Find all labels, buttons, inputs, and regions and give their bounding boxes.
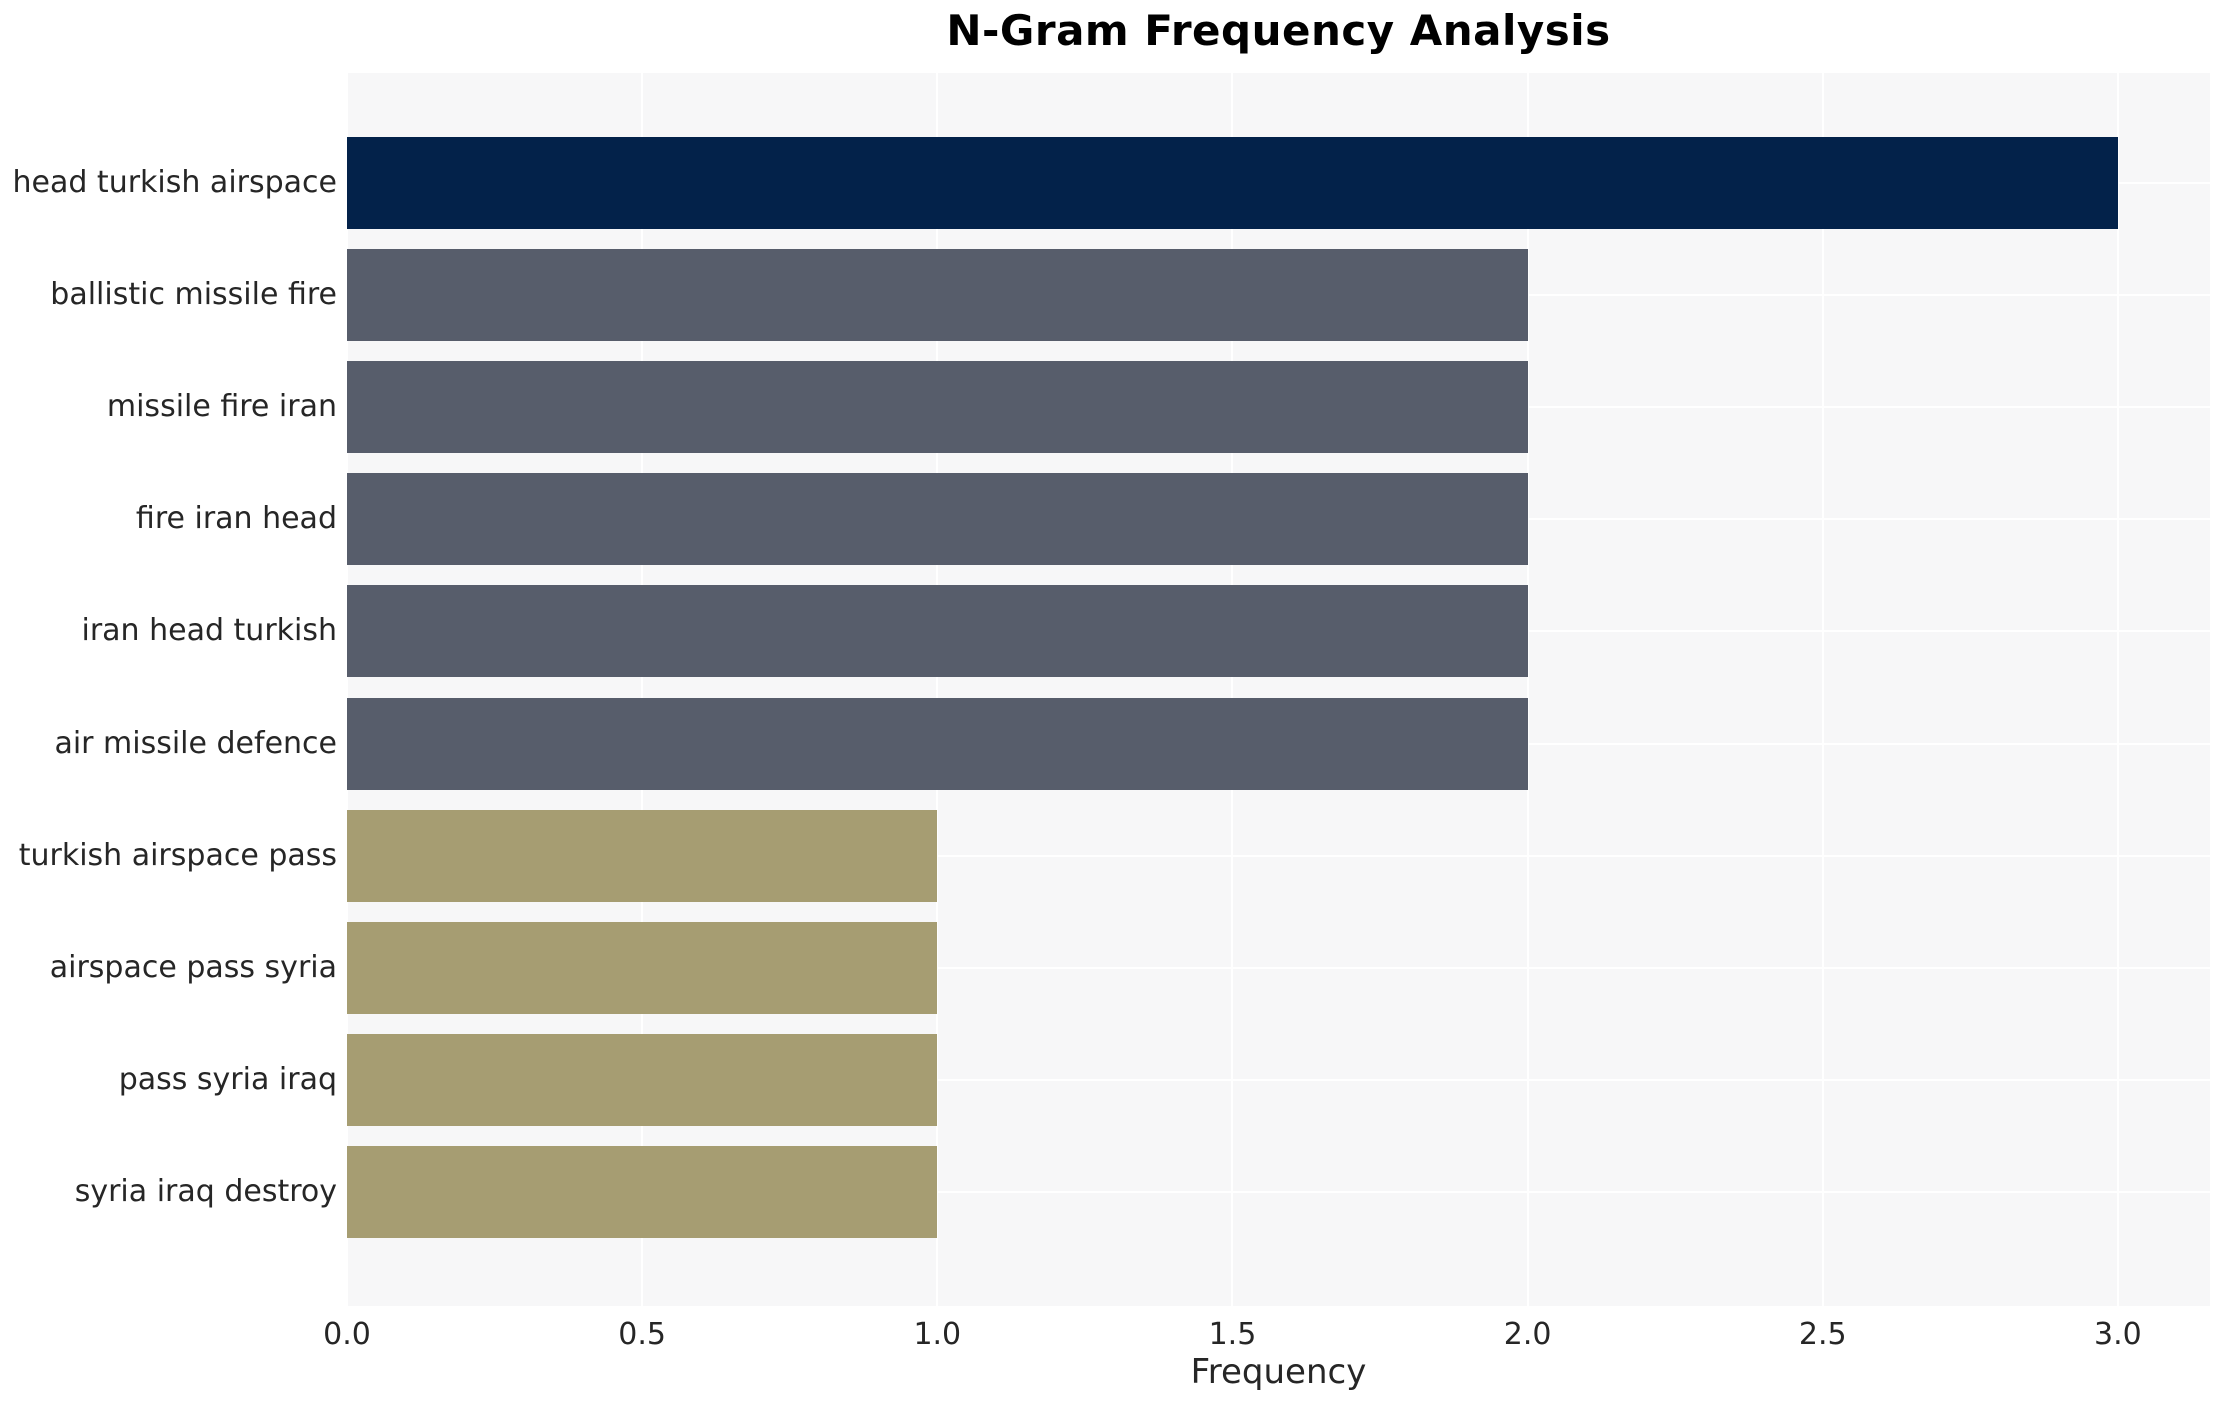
grid-line-vertical xyxy=(936,73,939,1306)
y-tick-label: head turkish airspace xyxy=(12,165,338,201)
grid-line-vertical xyxy=(1821,73,1824,1306)
y-tick-label: iran head turkish xyxy=(81,613,338,649)
grid-line-vertical xyxy=(641,73,644,1306)
bar xyxy=(347,809,938,902)
bar xyxy=(347,249,1528,342)
x-tick-label: 0.0 xyxy=(323,1317,371,1352)
y-tick-label: air missile defence xyxy=(54,725,337,761)
y-tick-label: missile fire iran xyxy=(106,389,337,425)
grid-line-vertical xyxy=(346,73,348,1306)
x-tick-label: 2.5 xyxy=(1798,1317,1847,1352)
bar xyxy=(347,361,1528,454)
y-tick-label: syria iraq destroy xyxy=(74,1173,337,1209)
grid-line-horizontal xyxy=(347,854,2210,857)
bar xyxy=(347,473,1528,566)
bar xyxy=(347,921,938,1014)
grid-line-horizontal xyxy=(347,1078,2210,1081)
x-tick-label: 0.5 xyxy=(618,1317,666,1352)
grid-line-horizontal xyxy=(347,966,2210,969)
x-tick-label: 1.0 xyxy=(913,1317,962,1352)
grid-line-vertical xyxy=(1231,73,1234,1306)
y-tick-label: airspace pass syria xyxy=(49,949,337,985)
grid-line-horizontal xyxy=(347,1190,2210,1193)
grid-line-vertical xyxy=(1526,73,1529,1306)
y-tick-label: turkish airspace pass xyxy=(18,837,337,873)
bar xyxy=(347,697,1528,790)
bar xyxy=(347,137,2118,230)
bar xyxy=(347,585,1528,678)
x-axis-label: Frequency xyxy=(1190,1352,1367,1392)
y-tick-label: fire iran head xyxy=(135,501,337,537)
x-tick-label: 3.0 xyxy=(2094,1317,2142,1352)
y-tick-label: ballistic missile fire xyxy=(50,277,337,313)
x-tick-label: 1.5 xyxy=(1208,1317,1257,1352)
chart-title: N-Gram Frequency Analysis xyxy=(946,6,1611,55)
bar xyxy=(347,1145,938,1238)
y-tick-label: pass syria iraq xyxy=(118,1061,337,1097)
bar xyxy=(347,1033,938,1126)
grid-line-vertical xyxy=(2116,73,2119,1306)
plot-area xyxy=(346,73,2210,1306)
x-tick-label: 2.0 xyxy=(1503,1317,1552,1352)
